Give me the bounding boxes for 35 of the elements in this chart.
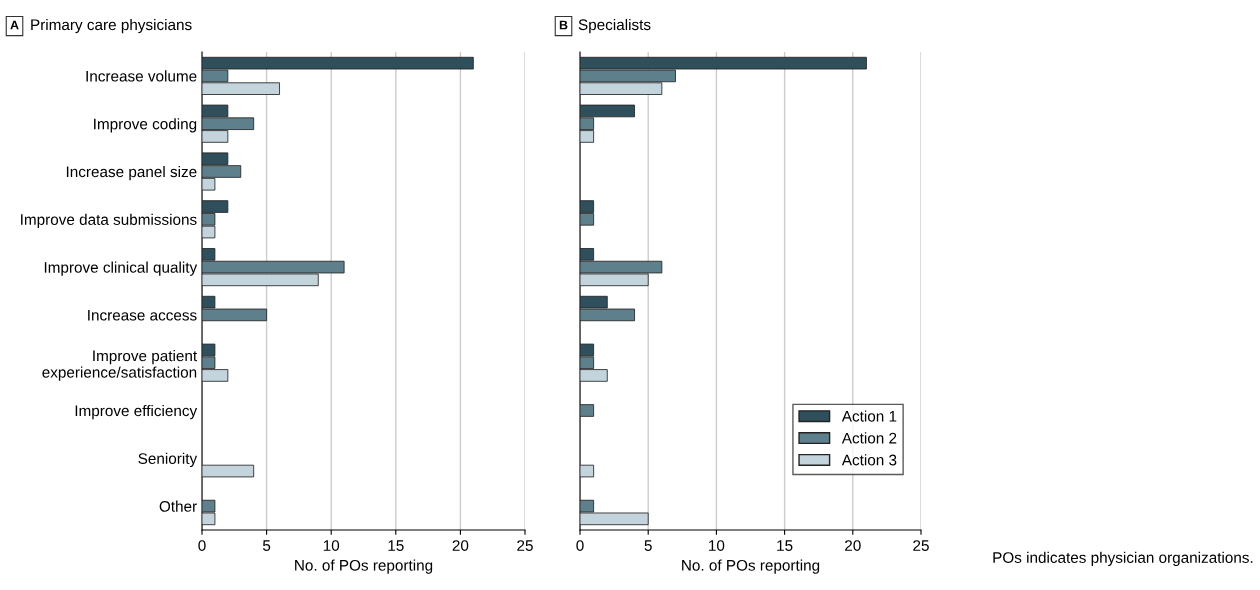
text: A <box>10 20 19 30</box>
x-tick-label: 20 <box>452 540 469 551</box>
x-tick-label: 0 <box>576 540 584 551</box>
y-tick-label: Improve efficiency <box>75 404 198 420</box>
x-tick-label: 5 <box>262 540 271 551</box>
bar <box>580 464 595 478</box>
x-tick-label: 20 <box>845 540 861 551</box>
y-tick-label: Improve clinical quality <box>44 261 198 276</box>
y-tick-label: Other <box>159 500 197 512</box>
legend-label: Action 1 <box>841 410 897 422</box>
y-tick-label: Seniority <box>138 452 198 468</box>
legend-label: Action 3 <box>841 454 897 466</box>
bar <box>580 404 595 417</box>
x-tick-label: 10 <box>709 540 725 551</box>
y-tick-label: Increase panel size <box>66 165 197 181</box>
x-axis-title: No. of POs reporting <box>295 559 433 574</box>
y-tick-label: Improve data submissions <box>21 213 197 229</box>
x-tick-label: 5 <box>644 540 652 551</box>
x-tick-label: 0 <box>198 540 206 551</box>
y-tick-label: Improve patient experience/satisfaction <box>42 350 198 381</box>
x-tick-label: 25 <box>517 540 533 551</box>
x-tick-label: 15 <box>777 540 793 551</box>
x-tick-label: 25 <box>913 540 929 551</box>
y-tick-label: Increase volume <box>86 70 197 82</box>
x-tick-label: 10 <box>323 540 340 551</box>
x-tick-label: 15 <box>388 540 404 551</box>
x-axis-title: No. of POs reporting <box>682 559 820 574</box>
text: B <box>559 20 568 30</box>
legend-label: Action 2 <box>841 432 897 444</box>
y-tick-label: Improve coding <box>94 118 197 133</box>
chart-title: Specialists <box>578 18 651 34</box>
chart-title: Primary care physicians <box>31 18 192 34</box>
bar <box>202 464 255 478</box>
text: POs indicates physician organizations. <box>993 551 1253 566</box>
y-tick-label: Increase access <box>88 309 197 321</box>
